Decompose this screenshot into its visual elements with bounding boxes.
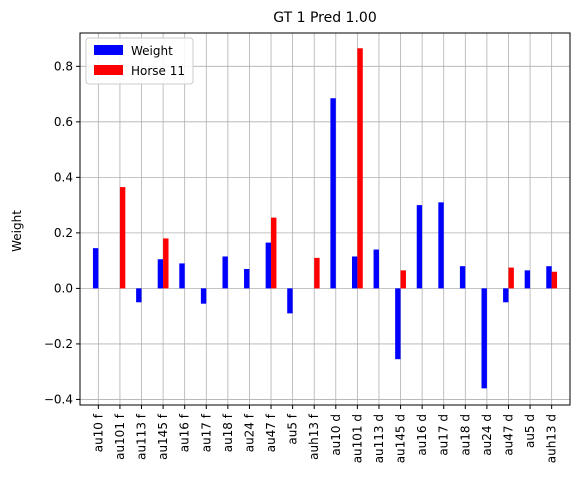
x-tick-label: au16 f [178, 413, 192, 452]
x-tick-label: au101 d [350, 414, 364, 463]
legend-swatch [94, 65, 123, 75]
chart-title: GT 1 Pred 1.00 [273, 10, 376, 26]
bar-weight [265, 242, 272, 289]
bar-horse-11 [551, 271, 558, 289]
bar-weight [222, 256, 228, 289]
x-tick-label: au145 d [394, 414, 408, 463]
x-tick-label: au47 d [501, 414, 515, 456]
bar-horse-11 [508, 267, 514, 289]
x-tick-label: au18 d [458, 414, 472, 456]
bar-weight [179, 263, 185, 289]
bar-weight [330, 98, 336, 289]
x-tick-label: au17 f [199, 413, 213, 452]
x-tick-label: au10 f [91, 413, 105, 452]
x-tick-label: auh13 f [307, 413, 321, 460]
bars [92, 48, 558, 389]
bar-weight [416, 205, 423, 289]
axes: −0.4 −0.2 0.0 0.2 0.4 0.6 0.8 au10 f au101 f au11… [44, 59, 559, 463]
bar-horse-11 [119, 187, 126, 289]
x-tick-label: au18 f [221, 413, 235, 452]
bar-weight [351, 256, 358, 289]
y-tick-label: 0.8 [54, 59, 73, 73]
legend-label: Weight [131, 44, 173, 58]
x-tick-label: au101 f [113, 413, 127, 460]
bar-weight [157, 259, 164, 289]
x-tick-label: au10 d [329, 414, 343, 456]
bar-weight [524, 270, 531, 289]
bar-horse-11 [271, 217, 277, 289]
bar-horse-11 [357, 48, 363, 289]
bar-horse-11 [163, 238, 169, 289]
y-tick-label: −0.2 [44, 337, 73, 351]
x-tick-label: au17 d [437, 414, 451, 456]
x-tick-label: au24 d [480, 414, 494, 456]
legend: Weight Horse 11 [85, 37, 194, 85]
bar-weight [438, 202, 444, 289]
y-tick-label: −0.4 [44, 392, 73, 406]
grid-lines [80, 33, 570, 405]
legend-swatch [94, 45, 123, 55]
bar-weight [395, 288, 401, 360]
bar-weight [287, 288, 293, 314]
bar-weight [459, 266, 466, 289]
x-tick-label: au113 d [372, 414, 386, 463]
x-tick-label: au5 d [523, 414, 537, 448]
bar-weight [92, 248, 99, 289]
x-tick-label: au145 f [156, 413, 170, 460]
x-tick-label: au16 d [415, 414, 429, 456]
bar-horse-11 [314, 257, 320, 289]
x-tick-label: auh13 d [545, 414, 559, 463]
y-tick-label: 0.4 [54, 170, 73, 184]
y-tick-label: 0.6 [54, 115, 73, 129]
x-tick-label: au5 f [286, 413, 300, 444]
x-tick-label: au24 f [242, 413, 256, 452]
bar-weight [373, 249, 379, 289]
bar-weight [244, 268, 250, 289]
bar-weight [481, 288, 487, 389]
x-tick-label: au113 f [135, 413, 149, 460]
y-tick-label: 0.2 [54, 226, 73, 240]
plot-frame [79, 32, 571, 406]
bar-weight [503, 288, 509, 303]
bar-weight [200, 288, 207, 304]
bar-weight [136, 288, 142, 303]
legend-label: Horse 11 [131, 64, 185, 78]
bar-horse-11 [400, 270, 406, 289]
x-tick-label: au47 f [264, 413, 278, 452]
bar-weight [546, 266, 552, 289]
y-axis-label: Weight [10, 210, 24, 252]
y-tick-label: 0.0 [54, 281, 73, 295]
